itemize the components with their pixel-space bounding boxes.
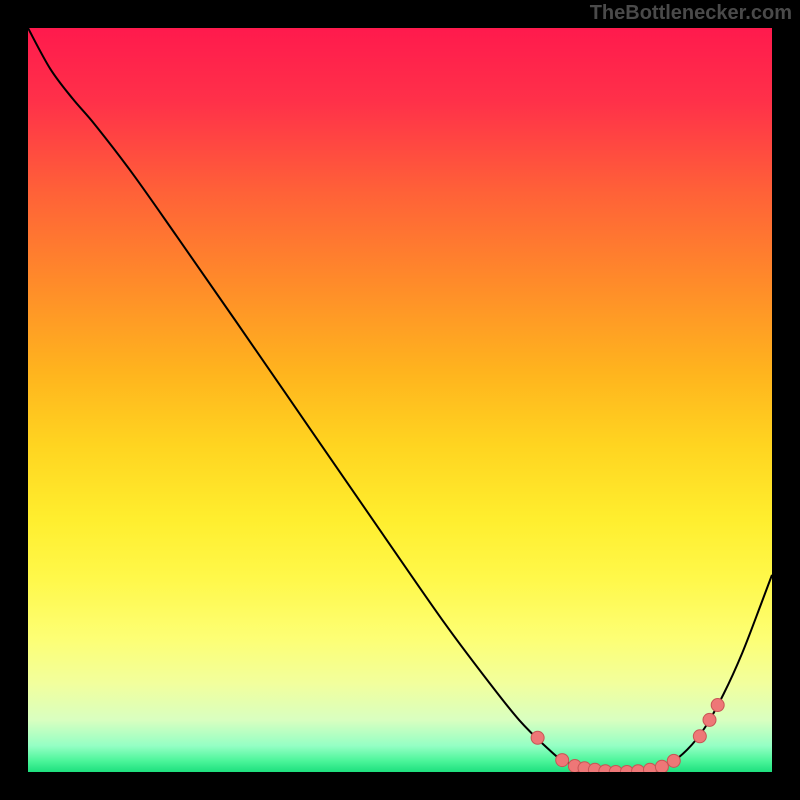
data-point xyxy=(655,760,668,772)
watermark-label: TheBottlenecker.com xyxy=(590,2,792,25)
data-point xyxy=(693,730,706,743)
data-point xyxy=(711,699,724,712)
data-point xyxy=(531,731,544,744)
chart-background xyxy=(28,28,772,772)
data-point xyxy=(556,754,569,767)
chart-panel xyxy=(28,28,772,772)
data-point xyxy=(703,713,716,726)
data-point xyxy=(667,754,680,767)
data-point xyxy=(643,763,656,772)
chart-svg xyxy=(28,28,772,772)
